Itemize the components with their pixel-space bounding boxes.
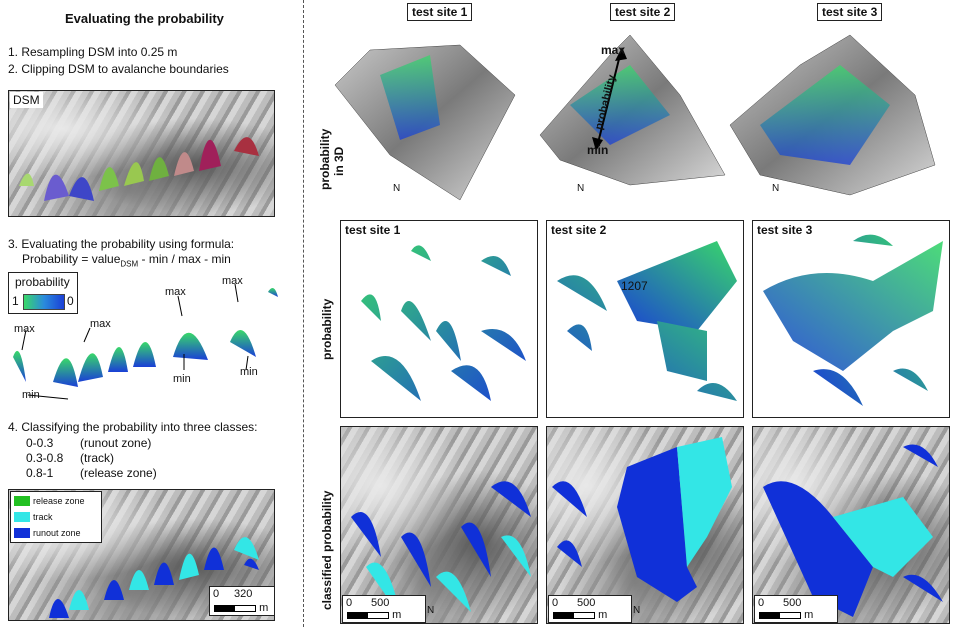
scale3-graphic [759, 611, 801, 619]
class-shapes-3 [763, 444, 943, 617]
max-label-3: max [165, 286, 186, 298]
prob-panel-1: test site 1 [340, 220, 538, 418]
max-label-1: max [14, 323, 35, 335]
scale-value: 320 [234, 588, 253, 600]
legend-gradient [23, 294, 65, 310]
prob-shapes-1 [361, 245, 526, 401]
scale1-zero: 0 [346, 597, 353, 609]
classified-map: release zone track runout zone 0 320 m [8, 489, 275, 621]
class-shapes-1 [351, 481, 531, 617]
dsm-avalanche-shapes [19, 137, 259, 201]
min-label-3: min [240, 366, 258, 378]
class-name-3: (release zone) [80, 466, 157, 480]
scale-bar-2: 0 500 m [548, 595, 632, 623]
dsm-map: DSM [8, 90, 275, 217]
row2-label: probability [320, 298, 334, 360]
probability-legend: probability 1 0 [8, 272, 78, 314]
formula: Probability = valueDSM - min / max - min [22, 252, 231, 271]
scale-bar-3: 0 500 m [754, 595, 838, 623]
north-3d-1: N [393, 183, 401, 194]
scale-bar-left: 0 320 m [209, 586, 274, 616]
class-name-1: (runout zone) [80, 436, 152, 450]
class-shapes-2 [552, 437, 732, 602]
prob-panel-2-label: test site 2 [548, 222, 610, 238]
dsm-label: DSM [10, 92, 43, 108]
scale2-unit: m [598, 609, 608, 621]
scale-zero: 0 [213, 588, 220, 600]
scale3-value: 500 [783, 597, 802, 609]
scale3-unit: m [804, 609, 814, 621]
legend-left: 1 [12, 294, 19, 308]
class-panel-1: 0 500 m N [340, 426, 538, 624]
scale1-value: 500 [371, 597, 390, 609]
legend-right: 0 [67, 294, 74, 308]
row3-label: classified probability [320, 490, 334, 610]
scale-unit: m [259, 602, 269, 614]
site-header-3: test site 3 [817, 3, 883, 21]
north-1: N [427, 605, 435, 616]
class-range-2: 0.3-0.8 [26, 451, 64, 465]
runout-swatch [14, 528, 30, 538]
formula-prefix: Probability = value [22, 252, 121, 266]
formula-sub: DSM [120, 259, 139, 269]
class-range-1: 0-0.3 [26, 436, 54, 450]
formula-suffix: - min / max - min [138, 252, 231, 266]
scale-graphic [214, 604, 256, 612]
north-2: N [633, 605, 641, 616]
class-list: 0-0.3 (runout zone) 0.3-0.8 (track) 0.8-1 (… [26, 436, 157, 481]
scale3-zero: 0 [758, 597, 765, 609]
prob-panel-3-label: test site 3 [754, 222, 816, 238]
step-1: 1. Resampling DSM into 0.25 m [8, 45, 178, 59]
north-3d-3: N [772, 183, 780, 194]
runout-label: runout zone [33, 528, 81, 538]
scale1-unit: m [392, 609, 402, 621]
scale2-graphic [553, 611, 595, 619]
track-swatch [14, 512, 30, 522]
left-title: Evaluating the probability [65, 11, 224, 26]
prob-panel-1-label: test site 1 [342, 222, 404, 238]
column-divider [303, 0, 304, 627]
terrain-3d-row [334, 34, 936, 201]
prob-panel-3: test site 3 [752, 220, 950, 418]
class-legend: release zone track runout zone [10, 491, 102, 543]
prob-arrow-bottom [592, 137, 603, 151]
class-panel-3: 0 500 m [752, 426, 950, 624]
annotation-1207: 1207 [621, 279, 648, 293]
prob-arrow-line [597, 54, 621, 144]
step-4: 4. Classifying the probability into thre… [8, 420, 258, 434]
probability-sketch: probability 1 0 max max max max min min … [8, 272, 280, 412]
class-panel-2: 0 500 m N [546, 426, 744, 624]
class-name-2: (track) [80, 451, 114, 465]
scale2-value: 500 [577, 597, 596, 609]
min-label-1: min [22, 389, 40, 401]
prob-shapes-2 [557, 241, 737, 401]
prob-shapes-3 [763, 234, 943, 406]
site-header-1: test site 1 [407, 3, 473, 21]
release-label: release zone [33, 496, 85, 506]
scale1-graphic [347, 611, 389, 619]
legend-title: probability [15, 275, 70, 289]
min-label-2: min [173, 373, 191, 385]
scale-bar-1: 0 500 m [342, 595, 426, 623]
north-3d-2: N [577, 183, 585, 194]
step-2: 2. Clipping DSM to avalanche boundaries [8, 62, 229, 76]
probability-shapes [13, 283, 278, 400]
site-header-2: test site 2 [610, 3, 676, 21]
scale2-zero: 0 [552, 597, 559, 609]
prob-panel-2: test site 2 1207 [546, 220, 744, 418]
prob-arrow-top [615, 47, 627, 61]
track-label: track [33, 512, 53, 522]
max-label-4: max [222, 275, 243, 287]
release-swatch [14, 496, 30, 506]
arrow-max: max [601, 43, 626, 57]
arrow-min: min [587, 143, 609, 157]
class-range-3: 0.8-1 [26, 466, 54, 480]
classified-shapes [49, 537, 259, 618]
step-3: 3. Evaluating the probability using form… [8, 237, 235, 251]
max-label-2: max [90, 318, 111, 330]
